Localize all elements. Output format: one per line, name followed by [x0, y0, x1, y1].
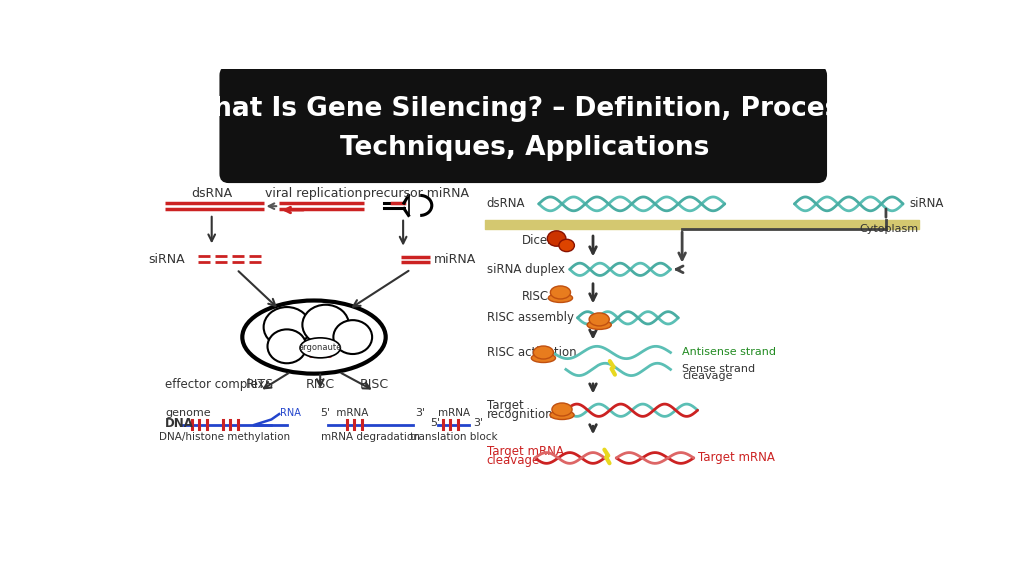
Text: dsRNA: dsRNA: [486, 198, 525, 210]
Text: Cytoplasm: Cytoplasm: [859, 224, 919, 234]
Text: effector complex:: effector complex:: [165, 378, 269, 391]
Text: siRNA: siRNA: [909, 198, 943, 210]
Text: mRNA: mRNA: [321, 408, 369, 418]
Text: Target: Target: [486, 399, 523, 412]
Polygon shape: [604, 450, 609, 463]
Text: What Is Gene Silencing? – Definition, Process,: What Is Gene Silencing? – Definition, Pr…: [183, 96, 866, 122]
Text: Target mRNA: Target mRNA: [486, 445, 563, 458]
Text: 3': 3': [473, 418, 483, 429]
Ellipse shape: [534, 346, 554, 359]
Text: mRNA: mRNA: [438, 408, 470, 418]
Text: Sense strand: Sense strand: [682, 365, 756, 374]
Text: cleavage: cleavage: [486, 454, 540, 467]
Ellipse shape: [263, 307, 310, 347]
Ellipse shape: [547, 231, 566, 246]
Text: RISC assembly: RISC assembly: [486, 312, 573, 324]
Text: siRNA: siRNA: [147, 253, 184, 266]
Text: RISC: RISC: [359, 378, 389, 391]
Text: recognition: recognition: [486, 408, 553, 420]
FancyBboxPatch shape: [219, 66, 827, 183]
Text: siRNA duplex: siRNA duplex: [486, 263, 565, 276]
Text: Antisense strand: Antisense strand: [682, 347, 776, 358]
Text: RITS: RITS: [246, 378, 273, 391]
Text: viral replication: viral replication: [265, 187, 362, 200]
Text: precursor miRNA: precursor miRNA: [364, 187, 469, 200]
Text: dsRNA: dsRNA: [191, 187, 232, 200]
Text: DNA: DNA: [165, 417, 195, 430]
Text: DNA/histone methylation: DNA/histone methylation: [160, 432, 291, 442]
Text: mRNA degradation: mRNA degradation: [322, 432, 420, 442]
Ellipse shape: [300, 338, 340, 358]
Text: RISC: RISC: [521, 290, 549, 303]
Text: RISC: RISC: [305, 378, 335, 391]
Text: Dicer: Dicer: [521, 233, 553, 247]
Text: 3': 3': [415, 408, 425, 418]
Ellipse shape: [587, 320, 611, 329]
Text: cleavage: cleavage: [682, 372, 732, 381]
Ellipse shape: [589, 313, 609, 326]
Ellipse shape: [302, 305, 349, 345]
Text: 5': 5': [321, 408, 331, 418]
Ellipse shape: [550, 411, 574, 419]
Ellipse shape: [550, 286, 570, 299]
Text: RNA: RNA: [280, 408, 301, 418]
Text: RISC activation: RISC activation: [486, 346, 577, 359]
Text: genome: genome: [165, 408, 211, 418]
Text: argonaute: argonaute: [299, 343, 342, 353]
Text: translation block: translation block: [410, 432, 498, 442]
Ellipse shape: [243, 301, 386, 374]
Text: Techniques, Applications: Techniques, Applications: [340, 135, 710, 161]
Ellipse shape: [267, 329, 306, 363]
Ellipse shape: [549, 293, 572, 302]
Text: 5': 5': [430, 418, 440, 429]
Polygon shape: [610, 361, 615, 374]
Text: miRNA: miRNA: [434, 253, 476, 266]
Ellipse shape: [531, 354, 555, 362]
Ellipse shape: [552, 403, 572, 416]
Ellipse shape: [334, 320, 372, 354]
Text: Target mRNA: Target mRNA: [698, 452, 775, 464]
Ellipse shape: [559, 239, 574, 252]
